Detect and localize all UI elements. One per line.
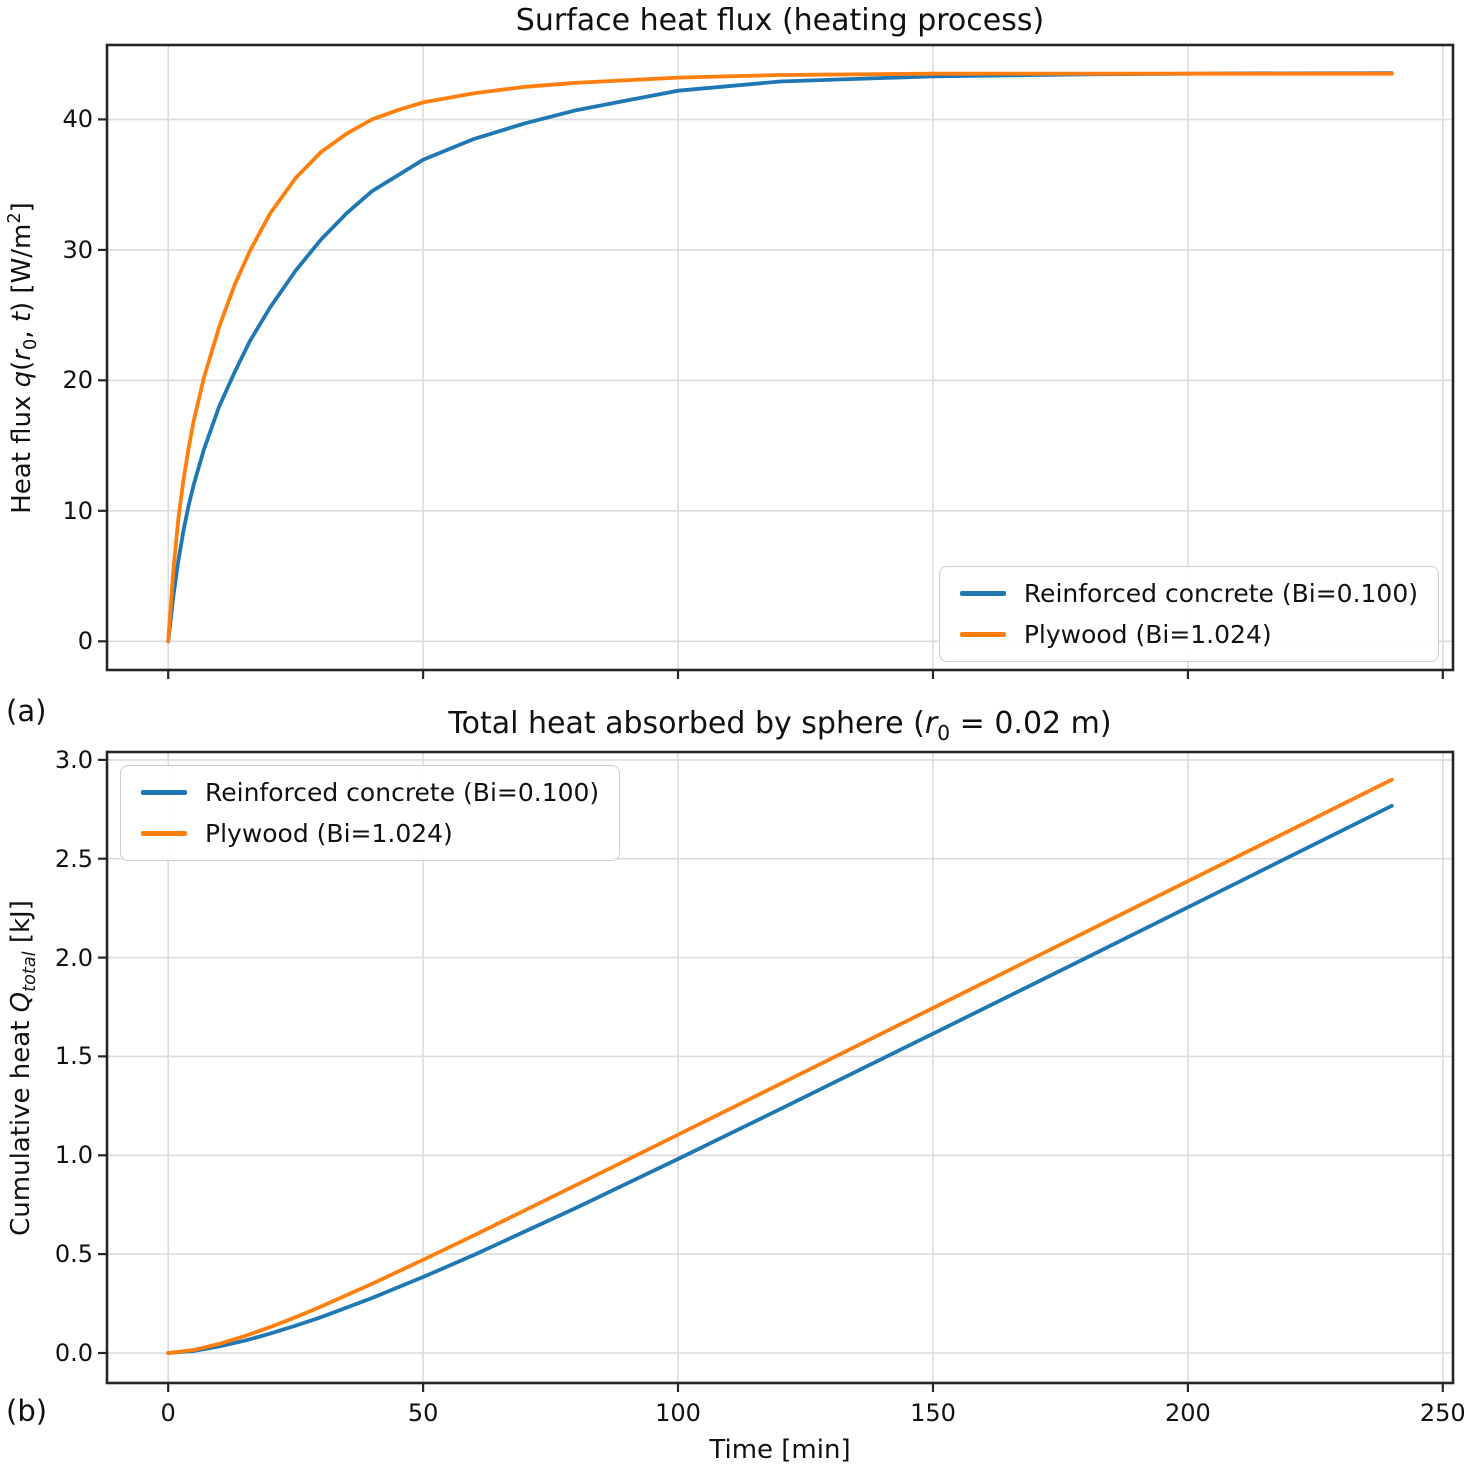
y-tick-label: 2.0 bbox=[54, 943, 93, 972]
legend-label: Reinforced concrete (Bi=0.100) bbox=[1023, 579, 1418, 608]
y-tick-label: 3.0 bbox=[54, 745, 93, 774]
series-line-plywood bbox=[166, 71, 1394, 644]
label-segment: Cumulative heat bbox=[5, 1011, 36, 1236]
y-tick-label: 10 bbox=[62, 496, 93, 525]
label-segment: Surface heat flux (heating process) bbox=[515, 3, 1045, 38]
x-tick-label: 200 bbox=[1164, 1399, 1211, 1427]
label-segment: total bbox=[20, 950, 41, 992]
y-axis-label: Heat flux q(r0, t) [W/m2] bbox=[5, 202, 41, 514]
label-segment: = 0.02 m) bbox=[950, 706, 1112, 741]
series-line-concrete bbox=[166, 71, 1394, 644]
label-segment: 2 bbox=[5, 211, 26, 224]
x-tick-label: 50 bbox=[407, 1399, 439, 1427]
legend: Reinforced concrete (Bi=0.100) Plywood (… bbox=[938, 566, 1439, 662]
x-tick-label: 0 bbox=[160, 1399, 176, 1427]
x-tick-label: 250 bbox=[1419, 1399, 1464, 1427]
label-segment: ] bbox=[6, 201, 37, 212]
legend-item-plywood: Plywood (Bi=1.024) bbox=[141, 819, 599, 848]
label-segment: Heat flux bbox=[6, 386, 37, 514]
label-segment: , bbox=[6, 321, 37, 339]
axes-spines bbox=[105, 43, 1455, 672]
y-tick-label: 1.5 bbox=[54, 1042, 93, 1071]
label-segment: 0 bbox=[20, 338, 41, 350]
y-tick-label: 1.0 bbox=[54, 1141, 93, 1170]
y-tick-label: 30 bbox=[62, 235, 93, 264]
y-tick-label: 2.5 bbox=[54, 844, 93, 873]
label-segment: Time [min] bbox=[709, 1435, 851, 1465]
panel-label-b: (b) bbox=[6, 1394, 48, 1428]
label-segment: ( bbox=[6, 360, 37, 371]
label-segment: 0 bbox=[937, 721, 951, 746]
label-segment: r bbox=[6, 349, 37, 361]
y-tick-label: 0.5 bbox=[54, 1240, 93, 1269]
series-line-concrete bbox=[166, 803, 1394, 1355]
plywood-line-swatch bbox=[141, 831, 187, 836]
x-tick-label: 100 bbox=[655, 1399, 701, 1427]
chart-title: Total heat absorbed by sphere (r0 = 0.02… bbox=[107, 706, 1453, 745]
legend: Reinforced concrete (Bi=0.100) Plywood (… bbox=[120, 765, 621, 861]
y-tick-label: 0 bbox=[77, 627, 93, 656]
label-segment: t bbox=[6, 311, 37, 322]
plywood-line-swatch bbox=[959, 632, 1006, 637]
heat-flux-chart: Surface heat flux (heating process) Heat… bbox=[5, 3, 1455, 679]
concrete-line-swatch bbox=[959, 591, 1006, 596]
legend-item-plywood: Plywood (Bi=1.024) bbox=[959, 620, 1418, 649]
legend-label: Plywood (Bi=1.024) bbox=[1023, 620, 1272, 649]
chart-title: Surface heat flux (heating process) bbox=[107, 3, 1453, 38]
y-axis-label: Cumulative heat Qtotal [kJ] bbox=[6, 900, 40, 1236]
y-tick-label: 0.0 bbox=[54, 1339, 93, 1367]
label-segment: ) [W/m bbox=[6, 223, 37, 312]
label-segment: r bbox=[924, 706, 938, 741]
y-tick-label: 40 bbox=[62, 105, 93, 134]
plot-area bbox=[98, 750, 1455, 1392]
x-tick-label: 150 bbox=[910, 1399, 956, 1427]
axes-spines bbox=[105, 750, 1455, 1385]
cumulative-heat-chart: Total heat absorbed by sphere (r0 = 0.02… bbox=[6, 706, 1464, 1465]
label-segment: [kJ] bbox=[5, 899, 36, 951]
y-tick-label: 20 bbox=[62, 366, 93, 395]
series-line-plywood bbox=[166, 777, 1394, 1355]
panel-label-a: (a) bbox=[6, 694, 47, 728]
legend-label: Plywood (Bi=1.024) bbox=[205, 819, 453, 848]
label-segment: q bbox=[6, 370, 37, 387]
concrete-line-swatch bbox=[141, 790, 187, 795]
label-segment: Q bbox=[5, 991, 36, 1012]
legend-label: Reinforced concrete (Bi=0.100) bbox=[205, 778, 600, 807]
legend-item-concrete: Reinforced concrete (Bi=0.100) bbox=[141, 778, 599, 807]
legend-item-concrete: Reinforced concrete (Bi=0.100) bbox=[959, 579, 1418, 608]
x-axis-label: Time [min] bbox=[107, 1435, 1453, 1465]
label-segment: Total heat absorbed by sphere ( bbox=[448, 706, 925, 741]
plot-area bbox=[98, 43, 1455, 679]
